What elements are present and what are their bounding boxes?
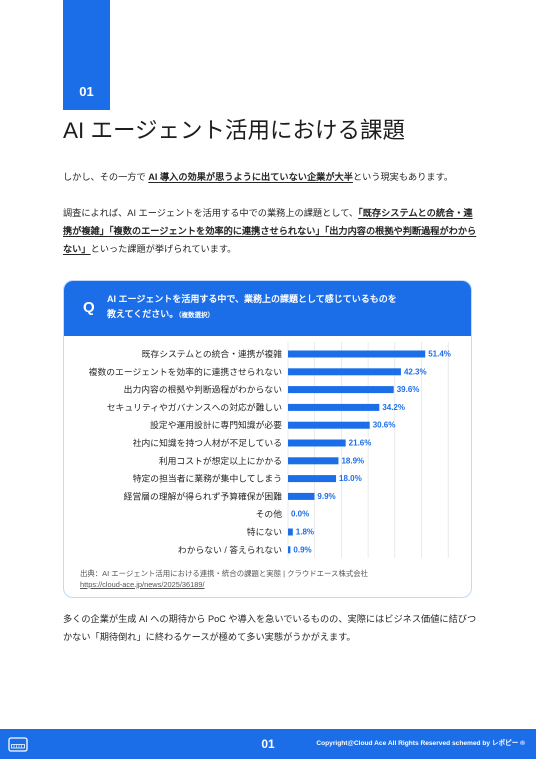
section-number-tab: 01 [63, 0, 110, 110]
chart-source: 出典：AI エージェント活用における連携・統合の課題と実態 | クラウドエース株… [80, 568, 368, 590]
text-segment: 調査によれば、AI エージェントを活用する中での業務上の課題として、 [63, 208, 359, 218]
paragraph-line: ない」といった課題が挙げられています。 [63, 240, 476, 258]
bar [288, 457, 339, 465]
category-label: 出力内容の根拠や判断過程がわからない [124, 384, 283, 395]
section-number: 01 [79, 84, 94, 99]
bar [288, 439, 346, 447]
category-label: 設定や運用設計に専門知識が必要 [150, 419, 282, 430]
paragraph-line: 多くの企業が生成 AI への期待から PoC や導入を急いでいるものの、実際には… [63, 614, 477, 624]
emphasis-segment: 「既存システムとの統合・連 [358, 208, 473, 218]
page-footer: 01 Copyright@Cloud Ace All Rights Reserv… [0, 729, 536, 759]
category-label: 複数のエージェントを効率的に連携させられない [89, 366, 283, 377]
emphasis-segment: AI 導入の効果が思うように出ていない企業が大半 [148, 172, 353, 182]
source-label: 出典：AI エージェント活用における連携・統合の課題と実態 | クラウドエース株… [80, 569, 369, 578]
category-label: セキュリティやガバナンスへの対応が難しい [107, 401, 282, 412]
question-line-1: AI エージェントを活用する中で、業務上の課題として感じているものを [107, 294, 397, 304]
text-segment: しかし、その一方で [63, 172, 149, 182]
intro-paragraph-1: しかし、その一方で AI 導入の効果が思うように出ていない企業が大半という現実も… [63, 168, 453, 186]
value-label: 34.2% [382, 403, 405, 412]
question-note: （複数選択） [178, 312, 215, 319]
bar [288, 368, 401, 376]
value-label: 30.6% [373, 421, 396, 430]
text-segment: といった課題が挙げられています。 [90, 244, 237, 254]
bar [288, 403, 380, 411]
value-label: 0.9% [293, 545, 311, 554]
bar [288, 475, 337, 483]
paragraph-line: かない「期待倒れ」に終わるケースが極めて多い実態がうかがえます。 [63, 632, 356, 642]
emphasis-segment: 「出力内容の根拠や判断過程がわから [324, 226, 477, 236]
outro-paragraph: 多くの企業が生成 AI への期待から PoC や導入を急いでいるものの、実際には… [63, 610, 476, 646]
question-line-2: 教えてください。（複数選択） [107, 307, 397, 323]
intro-paragraph-2: 調査によれば、AI エージェントを活用する中での業務上の課題として、「既存システ… [63, 204, 476, 258]
keyboard-icon [7, 733, 29, 755]
value-label: 9.9% [317, 492, 335, 501]
paragraph-line: 携が複雑」「複数のエージェントを効率的に連携させられない」「出力内容の根拠や判断… [63, 222, 476, 240]
value-label: 0.0% [291, 510, 309, 519]
text-segment: という現実もあります。 [352, 172, 454, 182]
category-label: 社内に知識を持つ人材が不足している [133, 437, 282, 448]
category-label: 利用コストが想定以上にかかる [159, 455, 282, 466]
copyright-text: Copyright@Cloud Ace All Rights Reserved … [316, 740, 525, 747]
paragraph-line: 調査によれば、AI エージェントを活用する中での業務上の課題として、「既存システ… [63, 204, 476, 222]
source-url-link[interactable]: https://cloud-ace.jp/news/2025/36189/ [80, 580, 205, 589]
value-label: 21.6% [349, 439, 372, 448]
category-label: 既存システムとの統合・連携が複雑 [142, 348, 283, 359]
paragraph-line: しかし、その一方で AI 導入の効果が思うように出ていない企業が大半という現実も… [63, 168, 453, 186]
question-line-2-text: 教えてください。 [107, 309, 179, 319]
bar [288, 528, 293, 536]
value-label: 1.8% [296, 528, 314, 537]
category-label: 特定の担当者に業務が集中してしまう [133, 473, 282, 484]
question-header: Q AI エージェントを活用する中で、業務上の課題として感じているものを 教えて… [64, 281, 471, 336]
value-label: 18.9% [341, 456, 364, 465]
bar [288, 386, 394, 394]
bar [288, 492, 315, 500]
emphasis-segment: 「複数のエージェントを効率的に連携させられない」 [108, 226, 325, 236]
value-label: 18.0% [339, 474, 362, 483]
bar [288, 546, 291, 554]
page-number: 01 [261, 737, 275, 751]
category-label: 経営層の理解が得られず予算確保が困難 [124, 490, 283, 501]
category-label: わからない / 答えられない [178, 544, 282, 555]
category-label: その他 [256, 508, 283, 519]
category-label: 特にない [247, 526, 282, 537]
survey-chart-card: Q AI エージェントを活用する中で、業務上の課題として感じているものを 教えて… [63, 280, 472, 598]
bar [288, 421, 370, 429]
value-label: 39.6% [397, 385, 420, 394]
page-title: AI エージェント活用における課題 [63, 118, 406, 143]
bar [288, 350, 426, 358]
value-label: 51.4% [428, 350, 451, 359]
emphasis-segment: 携が複雑」 [63, 226, 109, 236]
question-mark: Q [83, 299, 95, 316]
emphasis-segment: ない」 [63, 244, 91, 254]
value-label: 42.3% [404, 367, 427, 376]
question-text: AI エージェントを活用する中で、業務上の課題として感じているものを 教えてくだ… [107, 292, 397, 323]
horizontal-bar-chart: 既存システムとの統合・連携が複雑 51.4% 複数のエージェントを効率的に連携させら… [89, 342, 451, 558]
